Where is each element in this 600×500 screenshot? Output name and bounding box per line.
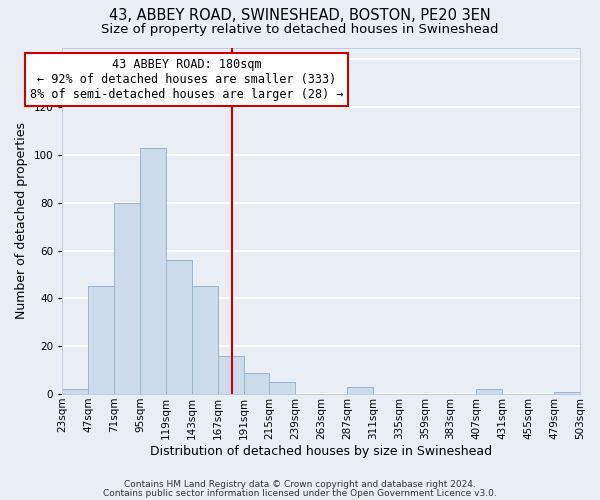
Bar xyxy=(140,148,166,394)
Bar xyxy=(347,387,373,394)
Bar xyxy=(88,286,114,394)
Text: Contains public sector information licensed under the Open Government Licence v3: Contains public sector information licen… xyxy=(103,488,497,498)
X-axis label: Distribution of detached houses by size in Swineshead: Distribution of detached houses by size … xyxy=(150,444,492,458)
Bar xyxy=(114,203,140,394)
Y-axis label: Number of detached properties: Number of detached properties xyxy=(15,122,28,320)
Bar xyxy=(269,382,295,394)
Bar xyxy=(218,356,244,394)
Bar xyxy=(554,392,580,394)
Bar xyxy=(192,286,218,394)
Bar xyxy=(244,372,269,394)
Text: Contains HM Land Registry data © Crown copyright and database right 2024.: Contains HM Land Registry data © Crown c… xyxy=(124,480,476,489)
Text: Size of property relative to detached houses in Swineshead: Size of property relative to detached ho… xyxy=(101,22,499,36)
Bar xyxy=(166,260,192,394)
Bar xyxy=(62,390,88,394)
Text: 43 ABBEY ROAD: 180sqm
← 92% of detached houses are smaller (333)
8% of semi-deta: 43 ABBEY ROAD: 180sqm ← 92% of detached … xyxy=(30,58,343,101)
Text: 43, ABBEY ROAD, SWINESHEAD, BOSTON, PE20 3EN: 43, ABBEY ROAD, SWINESHEAD, BOSTON, PE20… xyxy=(109,8,491,22)
Bar xyxy=(476,390,502,394)
